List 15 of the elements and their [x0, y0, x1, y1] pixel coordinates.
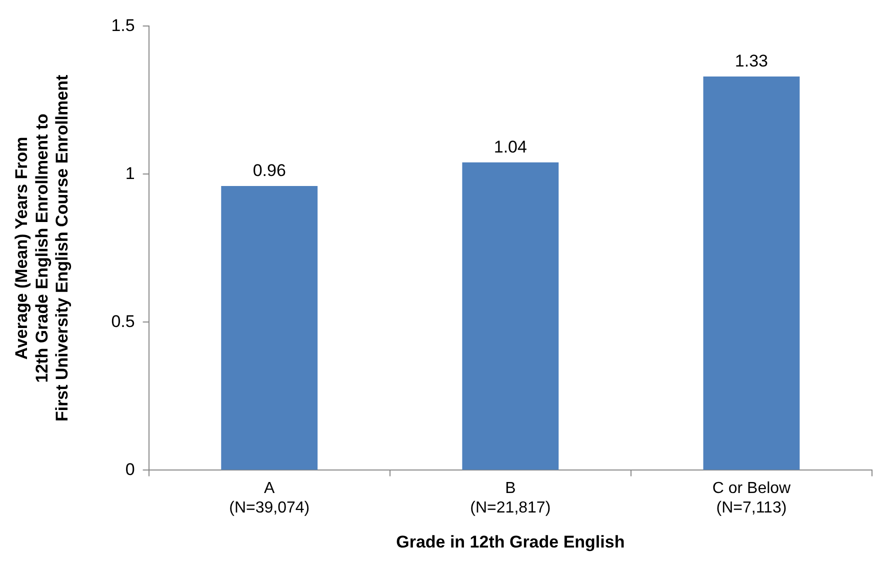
x-tick-label: C or Below (N=7,113) — [712, 480, 792, 516]
data-label: 0.96 — [252, 161, 286, 180]
bar — [462, 162, 559, 470]
y-tick-label: 0.5 — [111, 312, 135, 331]
y-axis-title: Average (Mean) Years From 12th Grade English Enrollment to First University English Course Enrollment — [12, 74, 72, 422]
x-axis-title: Grade in 12th Grade English — [396, 532, 625, 552]
x-tick-label: A (N=39,074) — [229, 480, 310, 516]
y-tick-label: 1.5 — [111, 16, 135, 35]
x-tick-label: B (N=21,817) — [470, 480, 551, 516]
y-tick-label: 0 — [125, 460, 135, 479]
bar — [703, 76, 800, 470]
bar — [221, 186, 318, 470]
y-tick-label: 1 — [125, 164, 135, 183]
data-label: 1.04 — [494, 138, 527, 157]
data-label: 1.33 — [734, 52, 768, 71]
